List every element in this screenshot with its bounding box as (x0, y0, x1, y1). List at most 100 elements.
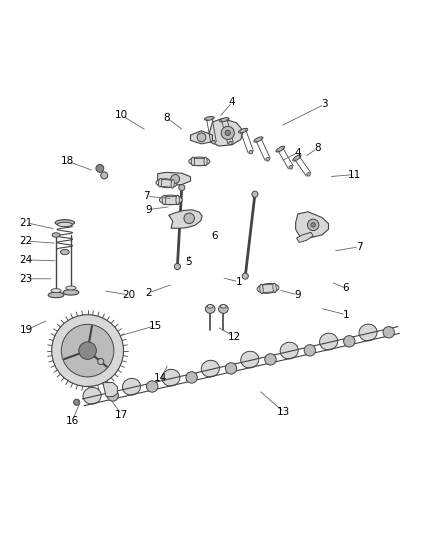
Circle shape (197, 133, 206, 142)
Text: 24: 24 (20, 255, 33, 265)
Text: 14: 14 (154, 373, 167, 383)
Ellipse shape (304, 345, 315, 356)
Ellipse shape (48, 292, 64, 298)
Ellipse shape (204, 157, 207, 166)
Ellipse shape (60, 249, 69, 255)
Text: 20: 20 (123, 290, 136, 300)
Ellipse shape (83, 387, 101, 404)
Polygon shape (209, 118, 243, 146)
Ellipse shape (229, 141, 232, 145)
Circle shape (179, 184, 185, 191)
Text: 3: 3 (321, 100, 328, 109)
Ellipse shape (207, 304, 213, 308)
Circle shape (311, 223, 315, 227)
Ellipse shape (205, 117, 214, 120)
Ellipse shape (260, 284, 263, 294)
Ellipse shape (146, 381, 158, 392)
Ellipse shape (52, 233, 60, 237)
Text: 15: 15 (149, 321, 162, 330)
Ellipse shape (266, 158, 269, 161)
Text: 21: 21 (20, 217, 33, 228)
Text: 4: 4 (294, 148, 301, 158)
Ellipse shape (162, 195, 166, 205)
Circle shape (221, 126, 234, 140)
Polygon shape (296, 212, 328, 238)
Ellipse shape (241, 351, 259, 368)
Text: 18: 18 (61, 156, 74, 166)
Ellipse shape (293, 155, 301, 161)
Ellipse shape (159, 195, 182, 205)
Ellipse shape (55, 220, 74, 226)
Circle shape (96, 165, 104, 172)
Circle shape (171, 174, 180, 183)
Text: 1: 1 (343, 310, 350, 320)
Text: 7: 7 (356, 242, 363, 252)
Circle shape (184, 213, 194, 223)
Ellipse shape (156, 179, 177, 188)
Ellipse shape (219, 304, 228, 313)
Circle shape (174, 263, 180, 270)
Text: 7: 7 (143, 191, 150, 201)
Ellipse shape (186, 372, 197, 383)
Ellipse shape (383, 327, 394, 338)
Ellipse shape (63, 289, 79, 295)
Ellipse shape (359, 324, 377, 341)
Text: 13: 13 (277, 407, 290, 417)
Text: 8: 8 (314, 143, 321, 154)
Ellipse shape (123, 378, 141, 395)
Text: 5: 5 (185, 257, 192, 267)
Ellipse shape (289, 166, 293, 169)
Polygon shape (158, 172, 191, 185)
Text: 9: 9 (294, 290, 301, 300)
Text: 8: 8 (163, 112, 170, 123)
Ellipse shape (205, 304, 215, 313)
Ellipse shape (51, 288, 61, 293)
Text: 2: 2 (145, 288, 152, 298)
Text: 4: 4 (229, 97, 236, 107)
Circle shape (74, 399, 80, 405)
Ellipse shape (201, 360, 219, 377)
Circle shape (98, 359, 104, 365)
Ellipse shape (238, 128, 248, 133)
Ellipse shape (107, 390, 118, 401)
Text: 6: 6 (343, 284, 350, 293)
Polygon shape (103, 383, 117, 397)
Polygon shape (297, 232, 313, 243)
Text: 19: 19 (20, 325, 33, 335)
Ellipse shape (191, 157, 194, 166)
Circle shape (242, 273, 248, 279)
Ellipse shape (265, 354, 276, 365)
Ellipse shape (57, 222, 72, 227)
Text: 11: 11 (348, 169, 361, 180)
Text: 6: 6 (211, 231, 218, 241)
Ellipse shape (220, 304, 226, 308)
Ellipse shape (162, 369, 180, 386)
Text: 10: 10 (115, 110, 128, 120)
Circle shape (225, 130, 230, 135)
Circle shape (252, 191, 258, 197)
Text: 16: 16 (66, 416, 79, 426)
Ellipse shape (66, 286, 76, 290)
Text: 23: 23 (20, 274, 33, 284)
Text: 12: 12 (228, 332, 241, 342)
Text: 1: 1 (235, 277, 242, 287)
Circle shape (307, 219, 319, 231)
Ellipse shape (219, 118, 229, 122)
Ellipse shape (280, 342, 298, 359)
Text: 17: 17 (115, 409, 128, 419)
Ellipse shape (171, 180, 174, 188)
Ellipse shape (257, 284, 279, 293)
Ellipse shape (176, 195, 180, 205)
Ellipse shape (307, 173, 310, 176)
Text: 22: 22 (20, 236, 33, 246)
Ellipse shape (320, 333, 338, 350)
Ellipse shape (249, 150, 253, 154)
Ellipse shape (225, 363, 237, 374)
Ellipse shape (343, 336, 355, 347)
Circle shape (101, 172, 108, 179)
Ellipse shape (276, 146, 285, 152)
Polygon shape (169, 210, 202, 228)
Text: 9: 9 (145, 205, 152, 215)
Circle shape (61, 324, 114, 377)
Ellipse shape (212, 140, 215, 144)
